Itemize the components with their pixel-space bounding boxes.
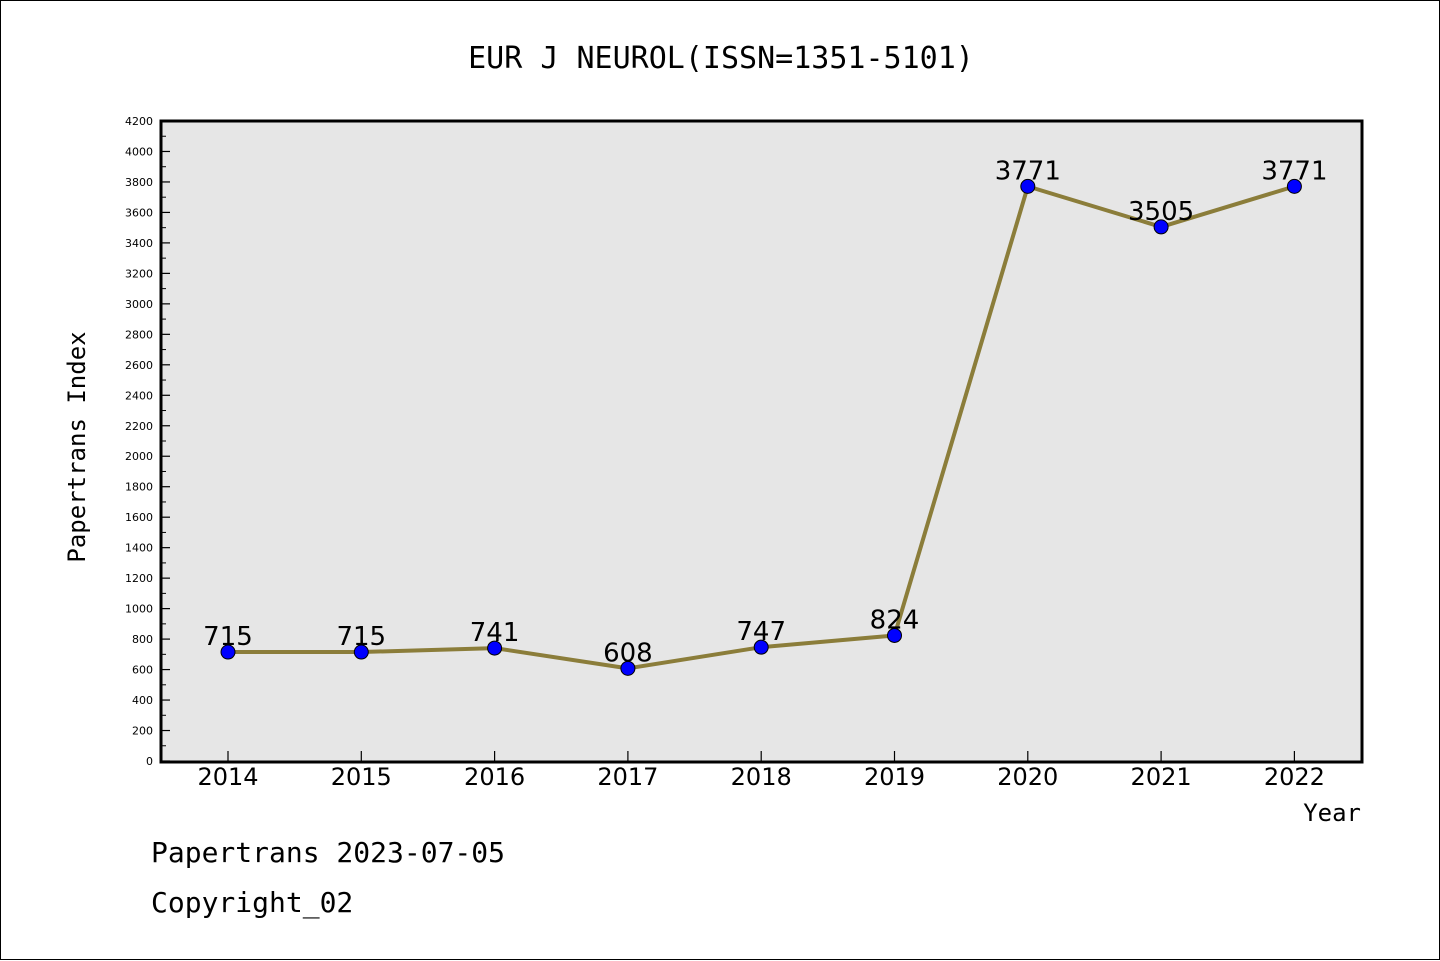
y-tick-label: 0 [146,755,153,768]
data-point-marker [753,639,769,655]
y-tick-label: 800 [132,633,153,646]
data-label: 3771 [1261,156,1327,186]
y-tick-label: 2800 [125,328,153,341]
data-point-marker [1020,178,1036,194]
data-point-marker [1153,219,1169,235]
data-label: 824 [870,605,920,635]
data-label: 608 [603,638,653,668]
y-tick-label: 200 [132,725,153,738]
x-axis: 2014 2015 2016 2017 2018 2019 2020 2021 2022 [197,751,1325,791]
data-label: 715 [336,622,386,652]
data-point-marker [1286,178,1302,194]
x-tick-label: 2018 [731,763,792,791]
y-tick-label: 4000 [125,145,153,158]
y-tick-label: 1800 [125,481,153,494]
x-tick-label: 2015 [331,763,392,791]
y-tick-label: 2000 [125,450,153,463]
data-point-marker [887,627,902,643]
footer-copyright-text: Copyright_02 [151,886,354,919]
y-tick-label: 400 [132,694,153,707]
y-axis-label: Papertrans Index [63,331,91,562]
y-tick-label: 600 [132,664,153,677]
y-tick-label: 3200 [125,267,153,280]
x-tick-label: 2014 [197,763,258,791]
y-tick-label: 3600 [125,206,153,219]
x-tick-label: 2019 [864,763,925,791]
x-tick-label: 2016 [464,763,525,791]
x-tick-label: 2017 [597,763,658,791]
x-tick-label: 2020 [997,763,1058,791]
y-tick-label: 4200 [125,115,153,128]
x-axis-label: Year [1303,799,1361,827]
series-layer: 715 715 741 608 747 824 3771 3505 3771 [203,156,1327,676]
chart-title: EUR J NEUROL(ISSN=1351-5101) [468,41,974,76]
data-point-marker [620,660,636,676]
data-point-marker [220,644,236,660]
y-tick-label: 1200 [125,572,153,585]
data-label: 3505 [1128,197,1194,227]
y-tick-label: 3800 [125,176,153,189]
y-tick-label: 3000 [125,298,153,311]
y-tick-label: 1000 [125,603,153,616]
data-label: 741 [470,618,520,648]
x-tick-label: 2021 [1131,763,1192,791]
y-tick-label: 1400 [125,542,153,555]
y-tick-label: 3400 [125,237,153,250]
y-tick-label: 2400 [125,389,153,402]
data-point-marker [353,644,369,660]
data-label: 747 [736,617,786,647]
footer-date-text: Papertrans 2023-07-05 [151,836,506,869]
data-label: 3771 [995,156,1061,186]
y-tick-label: 2200 [125,420,153,433]
data-point-marker [487,640,503,656]
x-tick-label: 2022 [1264,763,1325,791]
data-label: 715 [203,622,253,652]
y-axis: 0 200 400 600 800 1000 1200 1400 1600 1800 2000 220… [125,115,170,768]
y-tick-label: 2600 [125,359,153,372]
y-tick-label: 1600 [125,511,153,524]
